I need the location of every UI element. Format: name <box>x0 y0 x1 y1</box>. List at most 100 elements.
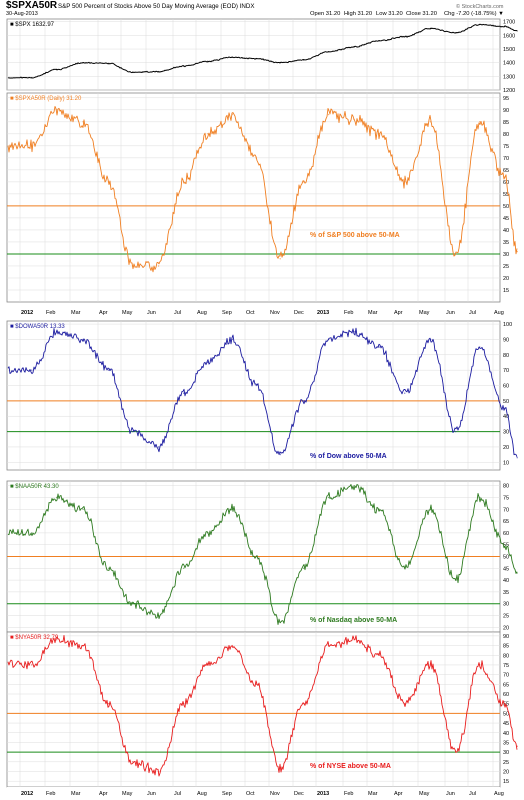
data-point <box>279 453 281 456</box>
y-tick-label: 30 <box>503 430 509 436</box>
series-line-nyse <box>7 635 518 777</box>
date-tick-label: Apr <box>394 310 403 316</box>
y-tick-label: 85 <box>503 644 509 650</box>
header-description: S&P 500 Percent of Stocks Above 50 Day M… <box>58 3 255 10</box>
series-line-dow <box>7 327 518 457</box>
panel-legend: ■ $NAA50R 43.30 <box>10 484 59 490</box>
data-point <box>183 181 185 183</box>
data-point <box>429 508 432 510</box>
data-point <box>516 30 518 32</box>
y-tick-label: 15 <box>503 288 509 294</box>
date-tick-label: Dec <box>294 791 304 797</box>
y-tick-label: 50 <box>503 204 509 210</box>
data-point <box>108 62 110 65</box>
y-tick-label: 40 <box>503 731 509 737</box>
panel-annotation: % of Dow above 50-MA <box>310 453 387 460</box>
y-tick-label: 55 <box>503 543 509 549</box>
data-point <box>327 113 330 116</box>
panel-annotation: % of S&P 500 above 50-MA <box>310 232 400 239</box>
data-point <box>279 62 281 64</box>
date-tick-label: Mar <box>71 791 81 797</box>
data-point <box>303 400 305 402</box>
y-tick-label: 1600 <box>503 33 515 39</box>
data-point <box>82 508 84 510</box>
header-low: Low 31.20 <box>376 11 403 17</box>
date-tick-label: Mar <box>368 791 378 797</box>
data-point <box>108 703 110 705</box>
data-point <box>132 430 134 433</box>
series-line-sp500 <box>7 105 518 273</box>
data-point <box>404 36 406 38</box>
y-tick-label: 70 <box>503 156 509 162</box>
data-point <box>504 703 506 705</box>
panel-legend: ■ $SPXA50R (Daily) 31.20 <box>10 96 82 102</box>
data-point <box>479 121 481 123</box>
y-tick-label: 20 <box>503 445 509 451</box>
date-tick-label: Jun <box>446 791 455 797</box>
y-tick-label: 20 <box>503 770 509 776</box>
y-tick-label: 60 <box>503 692 509 698</box>
data-point <box>207 133 209 135</box>
data-point <box>479 346 481 348</box>
y-tick-label: 35 <box>503 590 509 596</box>
data-point <box>455 32 457 34</box>
date-axis-bottom: 2012 Feb Mar Apr May Jun Jul Aug Sep Oct Nov Dec 201… <box>7 787 504 797</box>
date-tick-label: Jul <box>174 310 181 316</box>
data-point <box>327 496 330 499</box>
data-point <box>207 532 209 534</box>
date-tick-label: Mar <box>368 310 378 316</box>
panel-nasdaq: 80 75 70 65 60 55 50 45 40 35 30 25 20 ■ $NAA50R 43.3… <box>6 480 518 633</box>
panel-legend: ■ $DOWA50R 13.33 <box>10 324 65 330</box>
y-tick-label: 1500 <box>503 47 515 53</box>
y-tick-label: 25 <box>503 760 509 766</box>
data-point <box>303 567 305 569</box>
y-tick-label: 15 <box>503 779 509 785</box>
data-point <box>429 121 432 123</box>
data-point <box>504 544 506 546</box>
date-axis-band <box>7 787 500 797</box>
date-tick-label: Jun <box>147 310 156 316</box>
data-point <box>157 265 160 267</box>
chart-header: $SPXA50R S&P 500 Percent of Stocks Above… <box>6 0 504 17</box>
data-point <box>353 118 355 121</box>
data-point <box>455 751 457 753</box>
data-point <box>255 157 257 159</box>
data-point <box>404 392 406 394</box>
data-point <box>279 621 281 624</box>
date-tick-label: Jun <box>446 310 455 316</box>
data-point <box>479 664 481 666</box>
data-point <box>31 77 33 79</box>
y-tick-label: 60 <box>503 384 509 390</box>
data-point <box>353 485 355 487</box>
date-tick-label: Feb <box>344 791 353 797</box>
panel-annotation: % of NYSE above 50-MA <box>310 763 391 770</box>
y-tick-label: 1400 <box>503 61 515 67</box>
date-tick-label: Feb <box>46 791 55 797</box>
date-tick-label: Sep <box>222 791 232 797</box>
y-tick-label: 50 <box>503 711 509 717</box>
y-tick-label: 30 <box>503 750 509 756</box>
date-tick-label: Aug <box>197 791 207 797</box>
data-point <box>429 338 432 341</box>
data-point <box>207 361 209 364</box>
data-point <box>378 133 380 135</box>
header-symbol: $SPXA50R <box>6 0 58 11</box>
data-point <box>31 664 33 666</box>
data-point <box>183 567 185 569</box>
date-tick-label: 2012 <box>21 791 33 797</box>
data-point <box>279 258 281 260</box>
y-tick-label: 85 <box>503 120 509 126</box>
data-point <box>157 446 160 448</box>
data-point <box>183 703 185 705</box>
header-close: Close 31.20 <box>406 11 437 17</box>
data-point <box>404 703 406 705</box>
header-open: Open 31.20 <box>310 11 340 17</box>
data-point <box>231 644 233 647</box>
date-tick-label: Mar <box>71 310 81 316</box>
data-point <box>327 51 330 53</box>
date-tick-label: Apr <box>99 791 108 797</box>
data-point <box>231 113 233 116</box>
date-tick-label: May <box>122 310 133 316</box>
y-tick-label: 30 <box>503 252 509 258</box>
